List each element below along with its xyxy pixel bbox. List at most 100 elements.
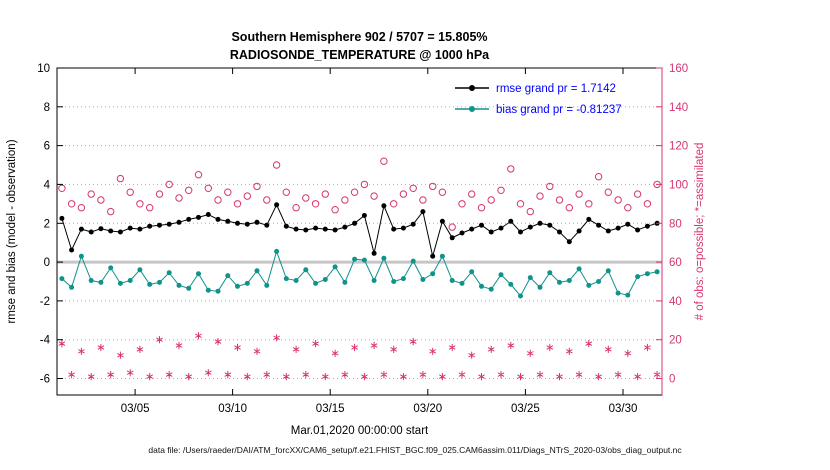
bias-marker	[264, 282, 270, 288]
possible-marker	[448, 223, 456, 231]
possible-marker	[311, 200, 320, 208]
possible-marker	[614, 196, 622, 204]
bias-marker	[137, 267, 143, 273]
rmse-marker	[508, 218, 514, 224]
rmse-marker	[430, 253, 436, 259]
rmse-marker	[644, 223, 650, 229]
bias-marker	[459, 280, 465, 286]
bias-marker	[322, 277, 328, 282]
bias-marker	[635, 274, 641, 280]
rmse-marker	[88, 229, 94, 235]
bias-legend-label: bias grand pr = -0.81237	[496, 104, 622, 116]
bias-marker	[313, 280, 319, 286]
possible-marker	[370, 192, 378, 200]
rmse-marker	[303, 227, 309, 233]
possible-marker	[282, 188, 290, 196]
rmse-marker	[537, 220, 543, 226]
rmse-marker	[283, 223, 289, 229]
bias-series	[59, 248, 660, 299]
possible-marker	[136, 200, 144, 208]
bias-marker	[430, 271, 436, 277]
rmse-marker	[615, 225, 621, 231]
rmse-marker	[518, 229, 523, 235]
possible-marker	[194, 171, 203, 179]
possible-marker	[429, 182, 437, 191]
possible-marker	[77, 204, 86, 212]
bias-marker	[303, 267, 309, 273]
possible-marker	[253, 182, 261, 191]
y-right-tick-label: 40	[669, 296, 682, 308]
possible-marker	[633, 190, 642, 198]
bias-marker	[420, 277, 426, 282]
possible-marker	[360, 180, 369, 189]
bias-marker	[498, 272, 504, 278]
possible-marker	[399, 190, 408, 198]
rmse-marker	[322, 226, 328, 232]
rmse-marker	[127, 225, 133, 231]
rmse-marker	[527, 224, 533, 230]
bias-marker	[147, 281, 153, 287]
x-tick-label: 03/30	[609, 403, 638, 415]
possible-marker	[331, 206, 339, 214]
bias-marker	[547, 270, 553, 276]
chart-subtitle: RADIOSONDE_TEMPERATURE @ 1000 hPa	[230, 48, 490, 62]
rmse-marker	[605, 228, 611, 234]
bias-marker	[205, 287, 211, 293]
possible-marker	[624, 204, 632, 212]
bias-marker	[371, 278, 377, 283]
bias-marker	[439, 253, 445, 259]
possible-marker	[350, 188, 359, 196]
rmse-marker	[254, 219, 260, 225]
bias-marker	[215, 288, 221, 294]
bias-marker	[527, 275, 533, 281]
bias-marker	[166, 270, 172, 276]
bias-marker	[644, 271, 650, 277]
rmse-marker	[108, 228, 114, 234]
possible-marker	[604, 188, 612, 196]
possible-marker	[272, 161, 281, 169]
bias-marker	[537, 284, 543, 290]
bias-marker	[586, 282, 592, 288]
rmse-marker	[381, 203, 387, 209]
possible-marker	[233, 200, 242, 208]
bias-marker	[108, 265, 114, 271]
rmse-marker	[439, 218, 445, 224]
possible-marker	[292, 204, 300, 212]
rmse-series	[59, 202, 660, 259]
bias-marker	[342, 279, 348, 285]
bias-marker	[566, 278, 572, 283]
y-right-tick-label: 0	[669, 374, 675, 386]
bias-marker	[469, 269, 475, 275]
y-left-tick-label: 0	[44, 257, 50, 269]
possible-marker	[526, 207, 534, 216]
rmse-marker	[166, 221, 172, 227]
possible-marker	[487, 196, 495, 204]
possible-marker	[409, 184, 417, 193]
bias-marker	[488, 286, 494, 292]
rmse-marker	[459, 230, 465, 236]
rmse-marker	[625, 221, 631, 227]
rmse-marker	[342, 224, 348, 230]
bias-marker	[557, 279, 562, 285]
y-right-axis-label: # of obs: o=possible; *=assimilated	[694, 143, 706, 321]
possible-marker	[321, 190, 329, 198]
rmse-marker	[479, 222, 484, 228]
axis-ticks: 03/05 03/10 03/15 03/20 03/25 03/30 -6 -4 -2 0 2 4 6…	[37, 63, 688, 415]
rmse-marker	[196, 214, 201, 220]
rmse-marker	[264, 222, 270, 228]
bias-marker	[69, 284, 75, 290]
possible-marker	[214, 196, 222, 204]
y-left-tick-label: 10	[37, 63, 50, 75]
y-left-tick-label: -6	[40, 374, 50, 386]
y-left-tick-label: 2	[44, 218, 50, 230]
chart-title: Southern Hemisphere 902 / 5707 = 15.805%	[231, 30, 487, 44]
bias-legend-marker	[469, 106, 475, 112]
bias-marker	[576, 266, 582, 272]
bias-marker	[98, 279, 104, 285]
possible-marker	[380, 157, 388, 165]
bias-marker	[176, 282, 182, 288]
possible-marker	[594, 173, 603, 181]
x-tick-label: 03/20	[413, 403, 442, 415]
y-left-tick-label: -2	[40, 296, 50, 308]
bias-marker	[479, 283, 484, 289]
